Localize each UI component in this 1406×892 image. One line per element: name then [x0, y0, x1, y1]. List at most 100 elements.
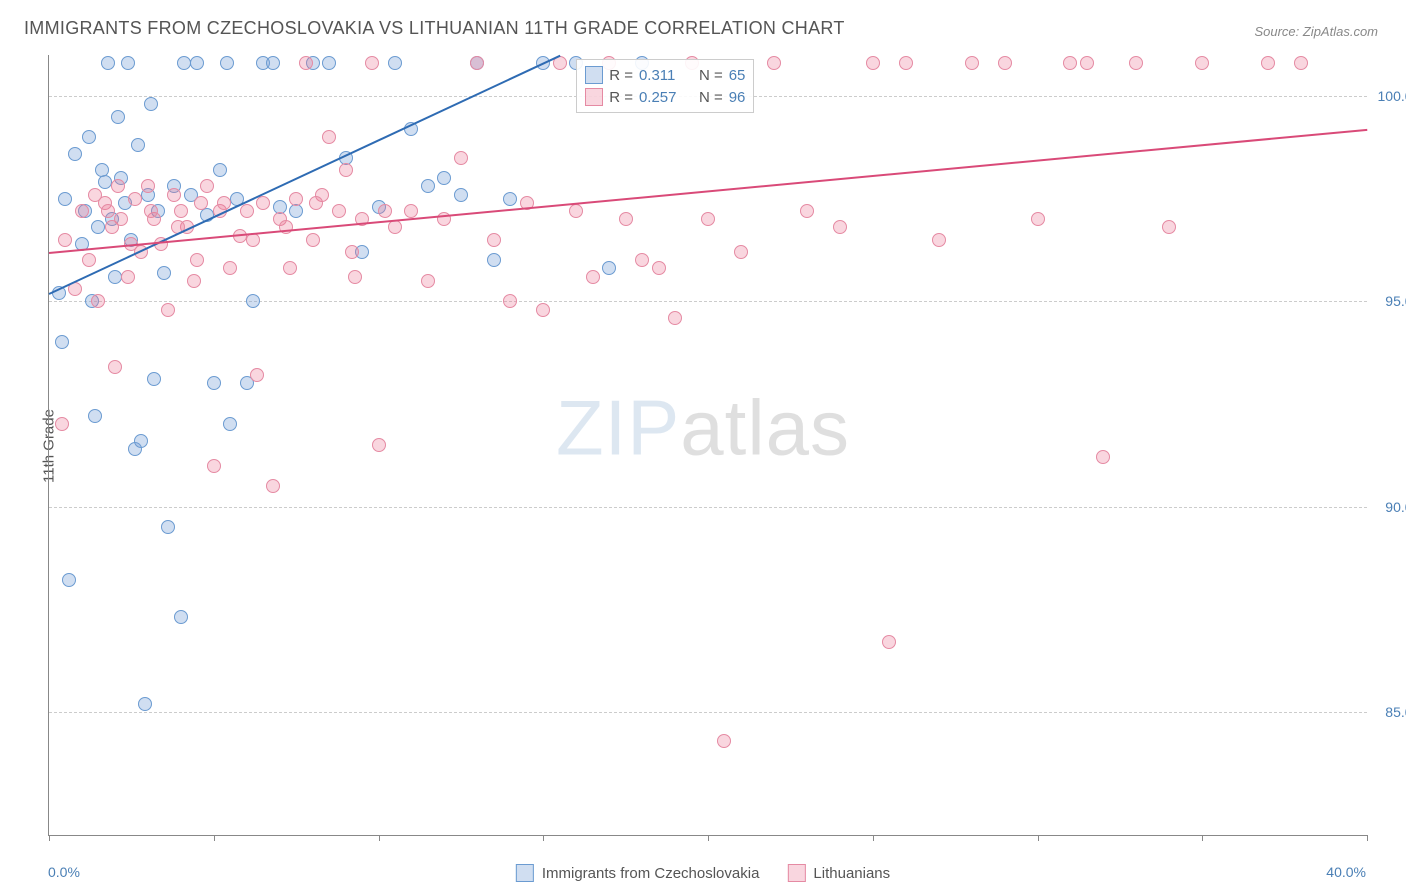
data-point	[372, 438, 386, 452]
data-point	[998, 56, 1012, 70]
data-point	[223, 417, 237, 431]
data-point	[635, 253, 649, 267]
data-point	[157, 266, 171, 280]
data-point	[1162, 220, 1176, 234]
data-point	[421, 274, 435, 288]
data-point	[503, 294, 517, 308]
data-point	[1195, 56, 1209, 70]
stats-n-label: N =	[699, 89, 723, 106]
legend-label-czech: Immigrants from Czechoslovakia	[542, 865, 760, 882]
stats-n-label: N =	[699, 67, 723, 84]
data-point	[345, 245, 359, 259]
data-point	[161, 520, 175, 534]
bottom-legend: Immigrants from Czechoslovakia Lithuania…	[516, 864, 890, 882]
gridline	[49, 712, 1367, 713]
data-point	[256, 196, 270, 210]
data-point	[75, 204, 89, 218]
data-point	[322, 130, 336, 144]
x-tick	[379, 835, 380, 841]
stats-row: R =0.257N =96	[585, 86, 745, 108]
data-point	[1031, 212, 1045, 226]
data-point	[190, 56, 204, 70]
data-point	[1261, 56, 1275, 70]
data-point	[98, 175, 112, 189]
data-point	[194, 196, 208, 210]
x-tick	[1367, 835, 1368, 841]
data-point	[220, 56, 234, 70]
data-point	[365, 56, 379, 70]
data-point	[101, 56, 115, 70]
x-tick	[214, 835, 215, 841]
data-point	[1063, 56, 1077, 70]
data-point	[487, 233, 501, 247]
data-point	[899, 56, 913, 70]
data-point	[322, 56, 336, 70]
x-tick	[873, 835, 874, 841]
data-point	[131, 138, 145, 152]
regression-line	[49, 129, 1367, 254]
stats-swatch	[585, 66, 603, 84]
data-point	[128, 192, 142, 206]
data-point	[487, 253, 501, 267]
gridline	[49, 507, 1367, 508]
x-axis-min-label: 0.0%	[48, 864, 80, 880]
data-point	[174, 204, 188, 218]
stats-r-label: R =	[609, 89, 633, 106]
data-point	[82, 253, 96, 267]
data-point	[388, 56, 402, 70]
x-tick	[49, 835, 50, 841]
data-point	[800, 204, 814, 218]
data-point	[586, 270, 600, 284]
data-point	[652, 261, 666, 275]
source-label: Source: ZipAtlas.com	[1254, 24, 1378, 39]
data-point	[111, 110, 125, 124]
data-point	[404, 204, 418, 218]
data-point	[306, 233, 320, 247]
legend-swatch-czech	[516, 864, 534, 882]
data-point	[833, 220, 847, 234]
data-point	[108, 270, 122, 284]
data-point	[470, 56, 484, 70]
x-tick	[1202, 835, 1203, 841]
data-point	[141, 179, 155, 193]
stats-r-label: R =	[609, 67, 633, 84]
data-point	[348, 270, 362, 284]
data-point	[882, 635, 896, 649]
data-point	[437, 171, 451, 185]
data-point	[55, 335, 69, 349]
data-point	[1294, 56, 1308, 70]
data-point	[101, 204, 115, 218]
data-point	[217, 196, 231, 210]
data-point	[108, 360, 122, 374]
data-point	[602, 261, 616, 275]
data-point	[114, 212, 128, 226]
y-tick-label: 85.0%	[1385, 704, 1406, 720]
data-point	[207, 459, 221, 473]
data-point	[68, 147, 82, 161]
data-point	[701, 212, 715, 226]
data-point	[266, 479, 280, 493]
stats-legend: R =0.311N =65R =0.257N =96	[576, 59, 754, 113]
x-tick	[708, 835, 709, 841]
data-point	[283, 261, 297, 275]
y-tick-label: 90.0%	[1385, 499, 1406, 515]
data-point	[932, 233, 946, 247]
data-point	[144, 204, 158, 218]
data-point	[266, 56, 280, 70]
x-axis-max-label: 40.0%	[1326, 864, 1366, 880]
data-point	[138, 697, 152, 711]
data-point	[144, 97, 158, 111]
data-point	[58, 233, 72, 247]
data-point	[309, 196, 323, 210]
data-point	[388, 220, 402, 234]
data-point	[111, 179, 125, 193]
data-point	[454, 188, 468, 202]
data-point	[279, 220, 293, 234]
data-point	[421, 179, 435, 193]
legend-label-lith: Lithuanians	[813, 865, 890, 882]
data-point	[1080, 56, 1094, 70]
data-point	[58, 192, 72, 206]
data-point	[289, 192, 303, 206]
data-point	[717, 734, 731, 748]
data-point	[167, 188, 181, 202]
